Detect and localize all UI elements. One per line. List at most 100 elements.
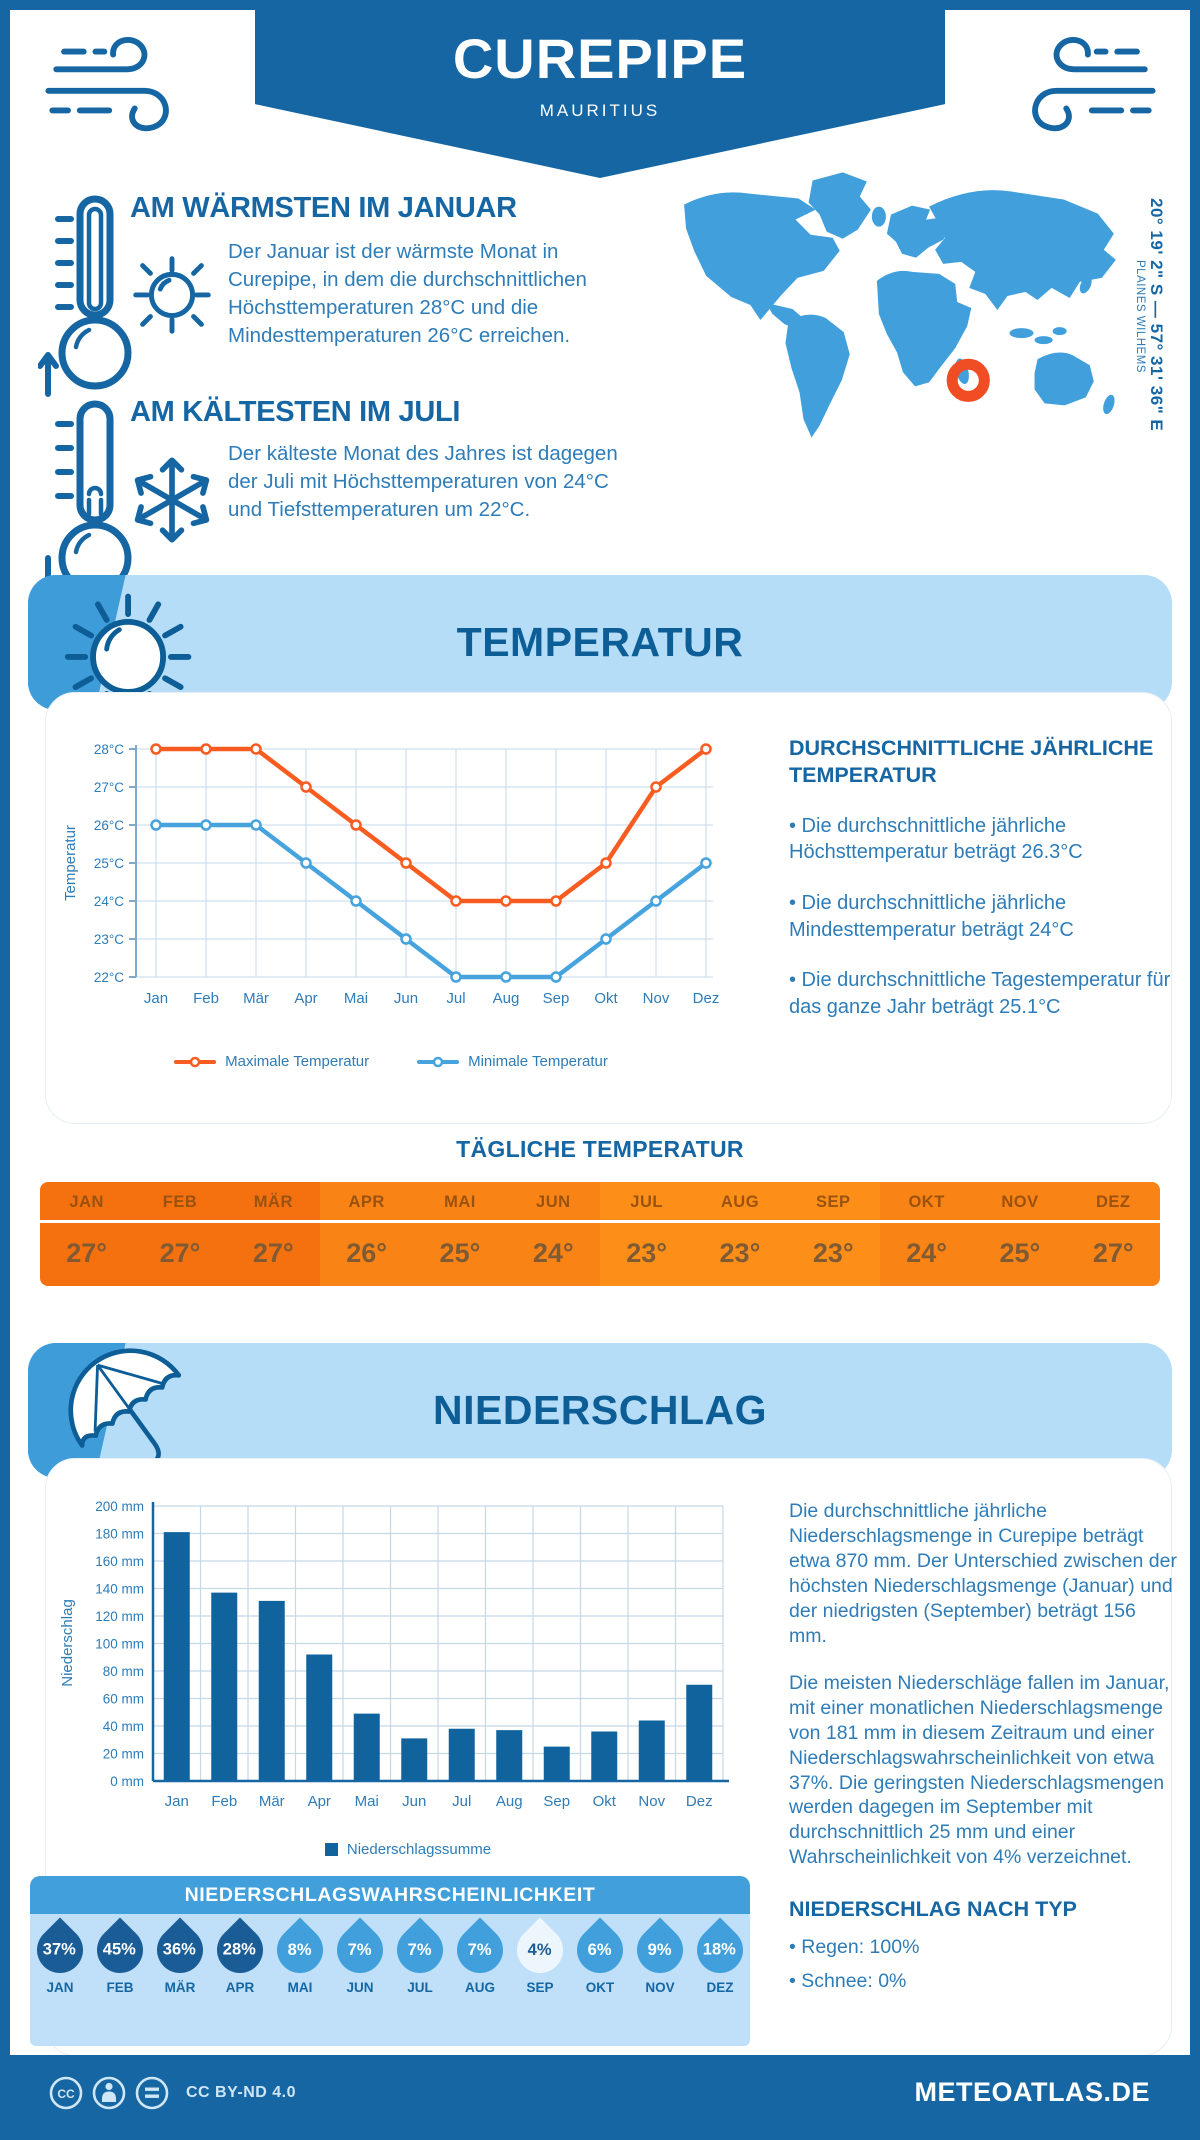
svg-text:Jul: Jul xyxy=(452,1793,471,1810)
svg-text:Aug: Aug xyxy=(496,1793,523,1810)
daily-temp-month: AUG xyxy=(693,1182,787,1223)
coldest-title: AM KÄLTESTEN IM JULI xyxy=(130,396,461,428)
probability-month: JUN xyxy=(346,1980,374,1995)
probability-drop: 18% xyxy=(687,1917,753,1983)
daily-temp-column: MÄR 27° xyxy=(226,1182,320,1286)
probability-drop-cell: 28% APR xyxy=(207,1914,273,2046)
probability-drop-cell: 8% MAI xyxy=(267,1914,333,2046)
svg-text:22°C: 22°C xyxy=(94,970,124,985)
coordinates-text: 20° 19' 2" S — 57° 31' 36" E xyxy=(1147,197,1166,432)
daily-temp-month: SEP xyxy=(786,1182,880,1223)
svg-text:28°C: 28°C xyxy=(94,742,124,757)
probability-month: OKT xyxy=(585,1980,615,1995)
snowflake-icon xyxy=(134,457,210,543)
daily-temp-column: FEB 27° xyxy=(133,1182,227,1286)
probability-drop: 7% xyxy=(327,1917,393,1983)
svg-text:Jan: Jan xyxy=(165,1793,189,1810)
sun-banner-icon xyxy=(64,593,192,710)
coordinates: 20° 19' 2" S — 57° 31' 36" E PLAINES WIL… xyxy=(1134,172,1166,457)
svg-text:100 mm: 100 mm xyxy=(95,1637,144,1652)
daily-temp-value: 27° xyxy=(252,1238,294,1268)
daily-temp-month: JUL xyxy=(599,1182,694,1223)
svg-text:Mär: Mär xyxy=(259,1793,285,1810)
probability-month: NOV xyxy=(645,1980,675,1995)
daily-temp-value: 27° xyxy=(159,1238,201,1268)
probability-drop: 7% xyxy=(387,1917,453,1983)
probability-title: NIEDERSCHLAGSWAHRSCHEINLICHKEIT xyxy=(30,1876,750,1914)
temperature-legend: Maximale Temperatur Minimale Temperatur xyxy=(61,1053,721,1070)
svg-text:Sep: Sep xyxy=(543,990,570,1007)
daily-temp-value: 26° xyxy=(346,1238,388,1268)
probability-drop: 45% xyxy=(87,1917,153,1983)
sun-icon xyxy=(133,256,211,334)
probability-drop: 7% xyxy=(447,1917,513,1983)
warmest-text: Der Januar ist der wärmste Monat in Cure… xyxy=(228,240,587,347)
svg-text:Nov: Nov xyxy=(643,990,670,1007)
svg-text:Sep: Sep xyxy=(543,1793,570,1810)
probability-drop-cell: 9% NOV xyxy=(627,1914,693,2046)
probability-drop-cell: 36% MÄR xyxy=(147,1914,213,2046)
svg-text:Apr: Apr xyxy=(294,990,317,1007)
precipitation-legend-label: Niederschlagssumme xyxy=(346,1841,492,1858)
wind-icon xyxy=(1032,36,1156,132)
wind-icon xyxy=(45,36,169,132)
precipitation-section-title: NIEDERSCHLAG xyxy=(432,1387,768,1433)
svg-text:Jan: Jan xyxy=(144,990,168,1007)
svg-text:180 mm: 180 mm xyxy=(95,1527,144,1542)
probability-drop: 37% xyxy=(27,1917,93,1983)
svg-text:Aug: Aug xyxy=(493,990,520,1007)
daily-temp-column: DEZ 27° xyxy=(1066,1182,1160,1286)
svg-text:Jun: Jun xyxy=(394,990,418,1007)
svg-text:Niederschlag: Niederschlag xyxy=(59,1599,76,1687)
daily-temp-month: FEB xyxy=(133,1182,227,1223)
svg-text:Dez: Dez xyxy=(693,990,720,1007)
probability-month: JUL xyxy=(407,1980,433,1995)
temperature-bullet: • Die durchschnittliche jährliche Höchst… xyxy=(789,814,1083,864)
probability-drop: 9% xyxy=(627,1917,693,1983)
svg-text:160 mm: 160 mm xyxy=(95,1554,144,1569)
license-text: CC BY-ND 4.0 xyxy=(186,2083,297,2101)
probability-drop: 6% xyxy=(567,1917,633,1983)
temperature-summary: DURCHSCHNITTLICHE JÄHRLICHE TEMPERATUR •… xyxy=(789,735,1177,1020)
probability-month: SEP xyxy=(526,1980,554,1995)
precipitation-chart: 0 mm 20 mm 40 mm 60 mm 80 mm 100 mm 120 mm 140 … xyxy=(59,1499,729,1810)
daily-temp-month: OKT xyxy=(879,1182,974,1223)
svg-text:Apr: Apr xyxy=(308,1793,331,1810)
daily-temp-column: APR 26° xyxy=(319,1182,414,1286)
precipitation-paragraph: Die meisten Niederschläge fallen im Janu… xyxy=(789,1671,1170,1869)
site-link[interactable]: METEOATLAS.DE xyxy=(914,2077,1150,2107)
svg-text:Dez: Dez xyxy=(686,1793,713,1810)
probability-drop: 28% xyxy=(207,1917,273,1983)
svg-text:200 mm: 200 mm xyxy=(95,1499,144,1514)
temperature-bullet: • Die durchschnittliche jährliche Mindes… xyxy=(789,891,1074,941)
license-badge[interactable]: CC CC BY-ND 4.0 xyxy=(48,2075,296,2111)
location-marker xyxy=(946,358,990,402)
header-banner: CUREPIPE MAURITIUS xyxy=(255,10,945,178)
cc-license-icons: CC xyxy=(49,2076,169,2109)
svg-text:0 mm: 0 mm xyxy=(110,1774,144,1789)
probability-month: JAN xyxy=(46,1980,74,1995)
svg-text:20 mm: 20 mm xyxy=(103,1747,144,1762)
daily-temp-month: JUN xyxy=(506,1182,600,1223)
daily-temp-month: MÄR xyxy=(226,1182,320,1223)
probability-month: DEZ xyxy=(706,1980,734,1995)
svg-text:24°C: 24°C xyxy=(94,894,124,909)
daily-temp-month: JAN xyxy=(40,1182,134,1223)
svg-text:Mai: Mai xyxy=(344,990,368,1007)
svg-text:25°C: 25°C xyxy=(94,856,124,871)
daily-temp-value: 23° xyxy=(812,1238,854,1268)
probability-drop-cell: 4% SEP xyxy=(507,1914,573,2046)
probability-month: AUG xyxy=(465,1980,495,1995)
daily-temp-value: 24° xyxy=(532,1238,574,1268)
thermometer-down-icon xyxy=(38,400,132,600)
temperature-chart: 22°C 23°C 24°C 25°C 26°C 27°C 28°C Jan Feb Mär Apr… xyxy=(62,742,720,1007)
daily-temp-value: 24° xyxy=(906,1238,948,1268)
probability-drop-cell: 45% FEB xyxy=(87,1914,153,2046)
probability-drop-cell: 6% OKT xyxy=(567,1914,633,2046)
daily-temp-column: JAN 27° xyxy=(40,1182,134,1286)
svg-text:Mai: Mai xyxy=(355,1793,379,1810)
probability-drop: 36% xyxy=(147,1917,213,1983)
world-map xyxy=(670,160,1142,452)
precipitation-legend: Niederschlagssumme xyxy=(58,1841,758,1858)
